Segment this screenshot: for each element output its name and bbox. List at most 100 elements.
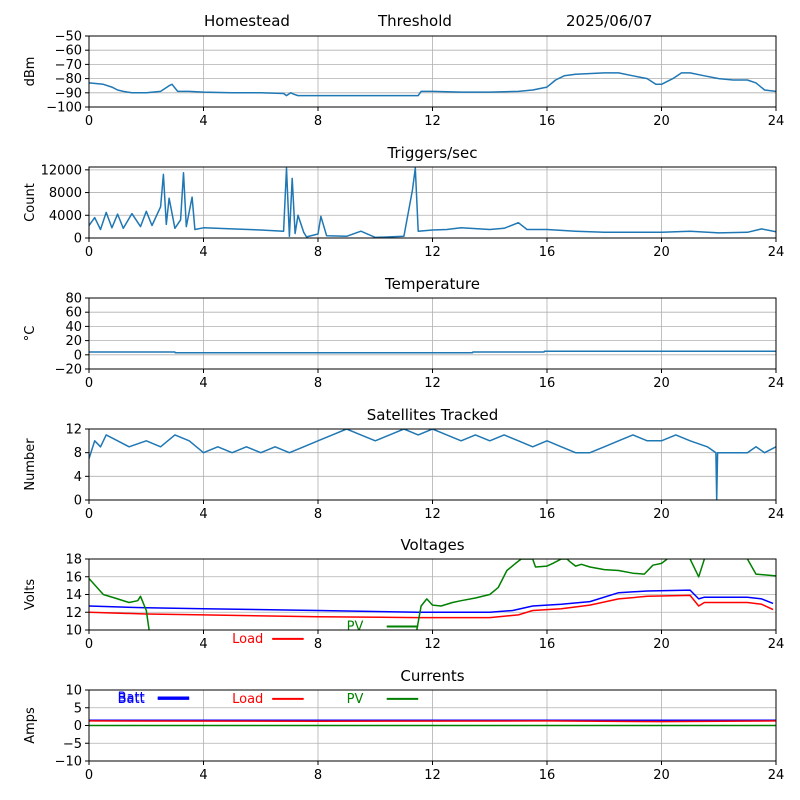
voltages-xtick-label: 12 [424, 637, 441, 652]
triggers-ytick-label: 4000 [49, 209, 82, 224]
currents-xtick-label: 12 [424, 768, 441, 783]
triggers-ytick-label: 8000 [49, 186, 82, 201]
voltages-xtick-label: 24 [768, 637, 785, 652]
satellites-ytick-label: 4 [74, 470, 82, 485]
temperature-xtick-label: 12 [424, 376, 441, 391]
currents-title: Currents [400, 667, 464, 685]
voltages-legend-label: Batt [118, 690, 145, 705]
temperature-xtick-label: 0 [85, 376, 93, 391]
voltages-series-line [746, 559, 776, 577]
triggers-xtick-label: 16 [539, 245, 556, 260]
voltages-legend-label: Load [232, 632, 263, 647]
satellites-ytick-label: 12 [65, 423, 82, 438]
triggers-xtick-label: 20 [653, 245, 670, 260]
signal-ytick-label: −60 [55, 44, 82, 59]
temperature-xtick-label: 20 [653, 376, 670, 391]
currents-xtick-label: 4 [199, 768, 207, 783]
currents-ytick-label: −5 [63, 737, 82, 752]
currents-legend-label: Batt [118, 692, 145, 707]
temperature-ytick-label: 40 [65, 320, 82, 335]
currents-legend-label: Load [232, 692, 263, 707]
triggers-series-line [89, 167, 776, 238]
currents-series-line [89, 720, 776, 723]
satellites-xtick-label: 8 [314, 507, 322, 522]
temperature-xtick-label: 8 [314, 376, 322, 391]
voltages-xtick-label: 0 [85, 637, 93, 652]
voltages-ylabel: Volts [23, 579, 38, 611]
satellites-series-line [89, 429, 776, 500]
report-date: 2025/06/07 [566, 12, 653, 30]
satellites-xtick-label: 12 [424, 507, 441, 522]
signal-series-line [89, 72, 776, 97]
triggers-ytick-label: 12000 [41, 163, 82, 178]
temperature-series-line [89, 350, 776, 354]
signal-ytick-label: −100 [46, 101, 82, 116]
temperature-xtick-label: 4 [199, 376, 207, 391]
temperature-ytick-label: 20 [65, 334, 82, 349]
satellites-xtick-label: 24 [768, 507, 785, 522]
triggers-title: Triggers/sec [387, 144, 478, 162]
currents-xtick-label: 8 [314, 768, 322, 783]
currents-xtick-label: 20 [653, 768, 670, 783]
signal-xtick-label: 0 [85, 114, 93, 129]
satellites-ylabel: Number [23, 438, 38, 491]
satellites-panel: 0 4 8 12 16 20 24 0 4 8 12 Satellites Tracked Number [23, 406, 784, 522]
voltages-series-line [416, 559, 668, 630]
voltages-legend-label: PV [347, 619, 364, 634]
currents-ylabel: Amps [23, 707, 38, 744]
triggers-xtick-label: 24 [768, 245, 785, 260]
satellites-xtick-label: 4 [199, 507, 207, 522]
temperature-ytick-label: −20 [55, 363, 82, 378]
currents-xtick-label: 24 [768, 768, 785, 783]
signal-ytick-label: −90 [55, 86, 82, 101]
signal-ytick-label: −70 [55, 58, 82, 73]
currents-ytick-label: 0 [74, 719, 82, 734]
voltages-ytick-label: 16 [65, 570, 82, 585]
temperature-ytick-label: 0 [74, 348, 82, 363]
currents-ytick-label: 5 [74, 701, 82, 716]
voltages-xtick-label: 20 [653, 637, 670, 652]
signal-xtick-label: 24 [768, 114, 785, 129]
signal-xtick-label: 8 [314, 114, 322, 129]
signal-ytick-label: −80 [55, 72, 82, 87]
site-name: Homestead [204, 12, 290, 30]
voltages-xtick-label: 16 [539, 637, 556, 652]
temperature-xtick-label: 24 [768, 376, 785, 391]
currents-xtick-label: 16 [539, 768, 556, 783]
signal-xtick-label: 16 [539, 114, 556, 129]
currents-panel: Batt Load PV 0 4 8 12 16 20 24 −10 −5 0 5 10 Currents Am… [23, 667, 784, 783]
satellites-xtick-label: 16 [539, 507, 556, 522]
voltages-ytick-label: 14 [65, 588, 82, 603]
signal-xtick-label: 4 [199, 114, 207, 129]
triggers-ytick-label: 0 [74, 232, 82, 247]
signal-xtick-label: 20 [653, 114, 670, 129]
satellites-xtick-label: 20 [653, 507, 670, 522]
signal-ylabel: dBm [23, 57, 38, 87]
voltages-ytick-label: 18 [65, 553, 82, 568]
currents-ytick-label: −10 [55, 755, 82, 770]
triggers-ylabel: Count [23, 183, 38, 222]
voltages-panel: Batt Load PV 0 4 8 12 16 20 24 10 12 14 16 18 Voltages V… [23, 536, 784, 705]
threshold-label: Threshold [378, 12, 452, 30]
temperature-ylabel: °C [23, 326, 38, 342]
triggers-xtick-label: 8 [314, 245, 322, 260]
voltages-ytick-label: 10 [65, 624, 82, 639]
voltages-series-line [89, 578, 150, 630]
voltages-xtick-label: 4 [199, 637, 207, 652]
satellites-ytick-label: 0 [74, 494, 82, 509]
satellites-ytick-label: 8 [74, 446, 82, 461]
satellites-title: Satellites Tracked [367, 406, 498, 424]
triggers-xtick-label: 4 [199, 245, 207, 260]
voltages-title: Voltages [400, 536, 464, 554]
triggers-panel: 0 4 8 12 16 20 24 0 4000 8000 12000 Triggers/sec Cou… [23, 144, 784, 260]
voltages-ytick-label: 12 [65, 606, 82, 621]
currents-xtick-label: 0 [85, 768, 93, 783]
temperature-ytick-label: 60 [65, 306, 82, 321]
triggers-xtick-label: 12 [424, 245, 441, 260]
currents-legend-label: PV [347, 692, 364, 707]
temperature-ytick-label: 80 [65, 292, 82, 307]
triggers-xtick-label: 0 [85, 245, 93, 260]
voltages-xtick-label: 8 [314, 637, 322, 652]
temperature-xtick-label: 16 [539, 376, 556, 391]
